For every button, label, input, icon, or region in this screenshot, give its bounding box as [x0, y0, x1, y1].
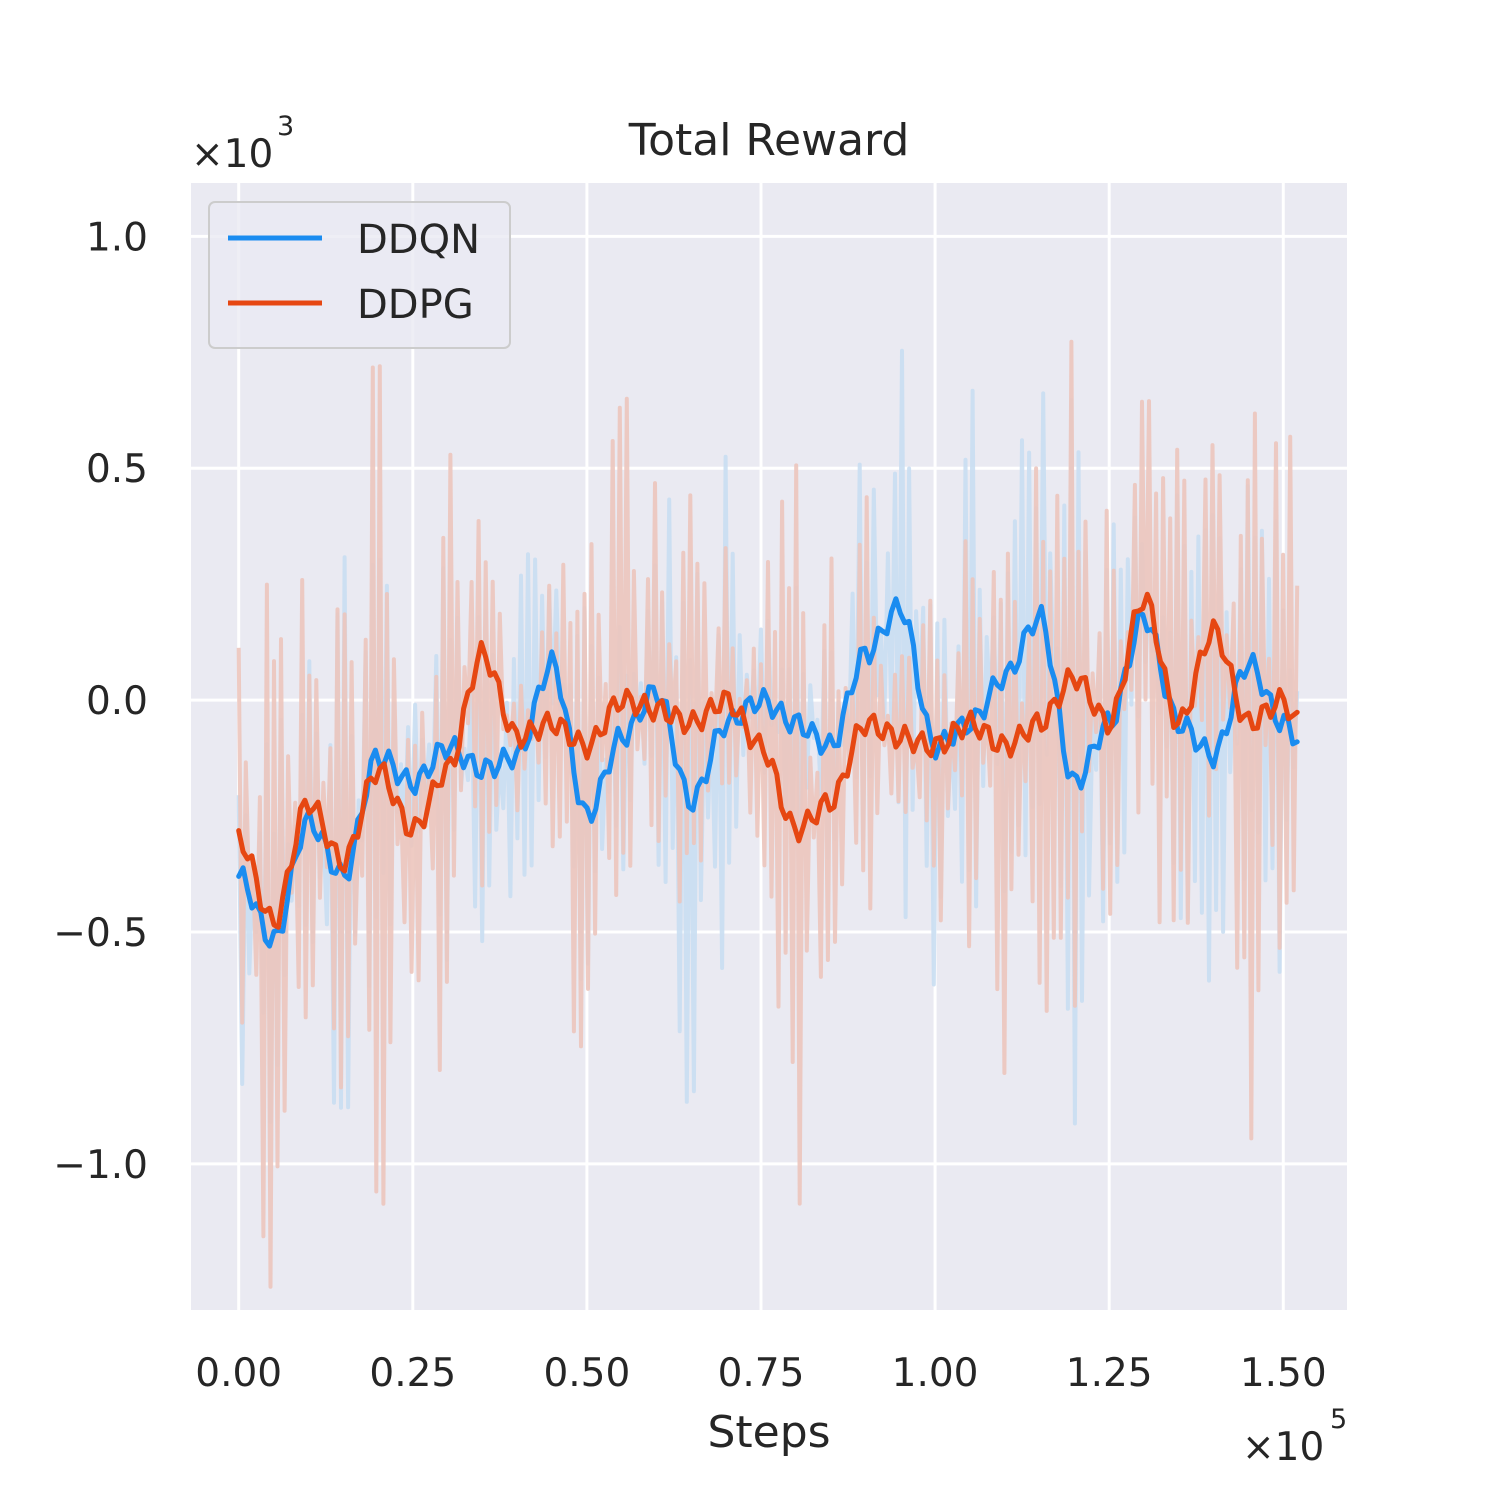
raw-series-lines — [236, 339, 1300, 1289]
raw-line-ddpg — [236, 339, 1300, 1289]
y-axis-multiplier: ×10 3 — [191, 111, 294, 177]
y-multiplier-base: ×10 — [191, 132, 273, 177]
legend-label-ddpg: DDPG — [357, 282, 474, 328]
smoothed-series-lines — [236, 591, 1300, 949]
x-axis-multiplier: ×10 5 — [1242, 1404, 1347, 1470]
x-axis-label: Steps — [707, 1407, 830, 1458]
x-tick-label-3: 0.75 — [718, 1351, 805, 1396]
x-tick-label-5: 1.25 — [1066, 1351, 1153, 1396]
x-multiplier-exponent: 5 — [1330, 1404, 1347, 1435]
y-tick-labels: −1.0 −0.5 0.0 0.5 1.0 — [53, 215, 148, 1188]
x-tick-label-2: 0.50 — [543, 1351, 630, 1396]
y-tick-label-2: 0.0 — [86, 679, 148, 724]
legend-label-ddqn: DDQN — [357, 217, 480, 263]
x-tick-label-6: 1.50 — [1240, 1351, 1327, 1396]
y-tick-label-3: 0.5 — [86, 447, 148, 492]
y-tick-label-0: −1.0 — [53, 1143, 148, 1188]
x-tick-label-0: 0.00 — [195, 1351, 282, 1396]
x-tick-labels: 0.00 0.25 0.50 0.75 1.00 1.25 1.50 — [195, 1351, 1326, 1396]
x-tick-label-4: 1.00 — [892, 1351, 979, 1396]
smoothed-line-ddpg — [236, 591, 1300, 930]
x-tick-label-1: 0.25 — [369, 1351, 456, 1396]
x-multiplier-base: ×10 — [1242, 1425, 1324, 1470]
y-multiplier-exponent: 3 — [277, 111, 294, 142]
legend: DDQN DDPG — [208, 201, 511, 349]
chart-title: Total Reward — [628, 115, 910, 166]
y-tick-label-4: 1.0 — [86, 215, 148, 260]
y-tick-label-1: −0.5 — [53, 911, 148, 956]
